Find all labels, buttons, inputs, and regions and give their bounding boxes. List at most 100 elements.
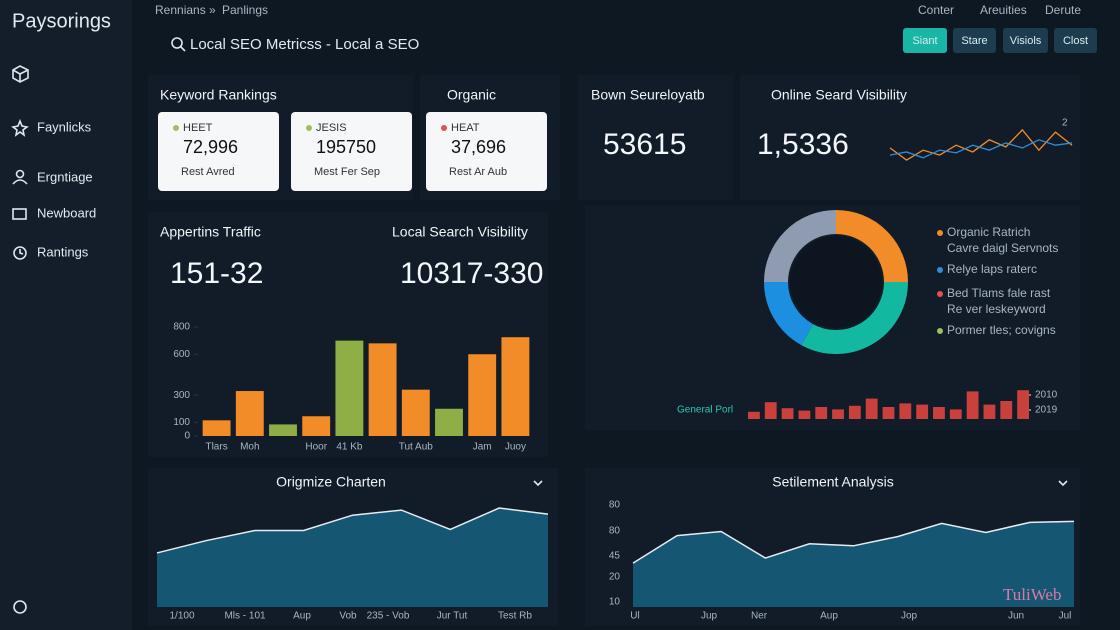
- x-tick-label: Jam: [473, 442, 492, 453]
- legend-sublabel: Cavre daigl Servnots: [947, 241, 1058, 255]
- cube-icon: [12, 65, 29, 83]
- x-tick-label: Vob: [339, 611, 357, 622]
- search-icon: [180, 46, 186, 52]
- chevron[interactable]: [1058, 480, 1068, 487]
- chart-title: Origmize Charten: [276, 474, 386, 490]
- card: [291, 112, 412, 191]
- bar: [815, 407, 828, 419]
- stat-title: Online Seard Visibility: [771, 87, 907, 103]
- x-tick-label: Jul: [1059, 611, 1072, 622]
- bar: [468, 354, 497, 436]
- watermark: TuliWeb: [1003, 585, 1061, 604]
- bar: [202, 420, 231, 436]
- legend-label: 2019: [1035, 405, 1058, 416]
- status-dot: [306, 125, 312, 131]
- user-icon: [12, 179, 28, 185]
- area-line: [156, 507, 549, 554]
- sparkline: [889, 128, 1073, 161]
- donut-segment: [764, 210, 837, 283]
- breadcrumb: Rennians: [155, 3, 206, 17]
- chevron[interactable]: [533, 480, 543, 487]
- bar: [798, 410, 811, 419]
- button[interactable]: [1003, 28, 1048, 53]
- bar: [302, 416, 331, 436]
- search-text: Local SEO Metricss - Local a SEO: [190, 36, 419, 53]
- x-tick-label: Jun: [1008, 611, 1024, 622]
- area-line: [632, 520, 1075, 564]
- y-tick-label: 80: [609, 500, 621, 511]
- x-tick-label: Hoor: [305, 442, 327, 453]
- x-tick-label: Aup: [820, 611, 838, 622]
- nav-item[interactable]: Newboard: [37, 205, 96, 220]
- x-tick-label: Tlars: [205, 442, 227, 453]
- button[interactable]: [903, 28, 947, 53]
- stat-value: 1,5336: [757, 128, 849, 161]
- y-tick-label: 100: [173, 417, 190, 428]
- y-tick-label: 10: [609, 597, 621, 608]
- bar: [235, 391, 264, 436]
- card-tag: HEET: [183, 122, 213, 134]
- legend-sublabel: Re ver leskeyword: [947, 302, 1046, 316]
- bar: [781, 408, 794, 419]
- bar: [933, 407, 945, 419]
- card-value: 37,696: [451, 137, 506, 157]
- top-nav[interactable]: Areuities: [980, 3, 1027, 17]
- button[interactable]: [953, 28, 996, 53]
- nav-item[interactable]: Rantings: [37, 244, 89, 259]
- nav-item[interactable]: Faynlicks: [37, 119, 92, 134]
- button-label[interactable]: Siant: [912, 35, 937, 47]
- card-value: 72,996: [183, 137, 238, 157]
- bar: [269, 424, 297, 436]
- top-nav[interactable]: Conter: [918, 3, 954, 17]
- legend-dot: [937, 230, 943, 236]
- button-label[interactable]: Visiols: [1010, 35, 1042, 47]
- legend-dot: [937, 267, 943, 273]
- icons: [11, 37, 1068, 614]
- x-tick-label: 41 Kb: [336, 442, 363, 453]
- top-nav[interactable]: Derute: [1045, 3, 1081, 17]
- panel: [578, 75, 733, 200]
- brand: Paysorings: [12, 10, 111, 32]
- x-tick-label: Jup: [701, 611, 718, 622]
- card-value: 195750: [316, 137, 376, 157]
- star-icon: [11, 118, 29, 137]
- stat-title: Local Search Visibility: [392, 224, 528, 240]
- sparkline: [889, 139, 1073, 159]
- bar: [501, 337, 530, 436]
- x-tick-label: Aup: [293, 611, 311, 622]
- button-label[interactable]: Clost: [1063, 35, 1088, 47]
- x-tick-label: Ul: [630, 611, 639, 622]
- chart-label: 2: [1062, 118, 1068, 129]
- status-dot: [441, 125, 447, 131]
- section-title: Keyword Rankings: [160, 87, 277, 103]
- area: [157, 508, 548, 607]
- nav-item[interactable]: Ergntiage: [37, 169, 93, 184]
- stat-value: 151-32: [170, 257, 263, 290]
- stat-value: 53615: [603, 128, 686, 161]
- bar: [916, 404, 929, 419]
- card: [158, 112, 279, 191]
- card-note: Rest Avred: [181, 166, 235, 178]
- clock-icon: [19, 249, 24, 255]
- panel: [740, 75, 1080, 200]
- x-tick-label: Juoy: [505, 442, 526, 453]
- legend-label: Bed Tlams fale rast: [947, 286, 1051, 300]
- x-tick-label: Test Rb: [498, 611, 532, 622]
- legend-label: Relye laps raterc: [947, 262, 1037, 276]
- bar: [335, 340, 364, 436]
- y-tick-label: 300: [173, 390, 190, 401]
- bar: [1017, 390, 1029, 419]
- button[interactable]: [1054, 28, 1097, 53]
- card-note: Rest Ar Aub: [449, 166, 507, 178]
- breadcrumb: Panlings: [222, 3, 268, 17]
- x-tick-label: Jop: [901, 611, 918, 622]
- y-tick-label: 800: [173, 322, 190, 333]
- donut-segment: [801, 281, 908, 354]
- bar: [764, 402, 777, 419]
- button-label[interactable]: Stare: [961, 35, 987, 47]
- bar: [1000, 401, 1013, 419]
- clock-icon: [13, 246, 27, 260]
- settings-icon: [13, 600, 27, 614]
- bar: [865, 398, 878, 419]
- x-tick-label: Ner: [751, 611, 768, 622]
